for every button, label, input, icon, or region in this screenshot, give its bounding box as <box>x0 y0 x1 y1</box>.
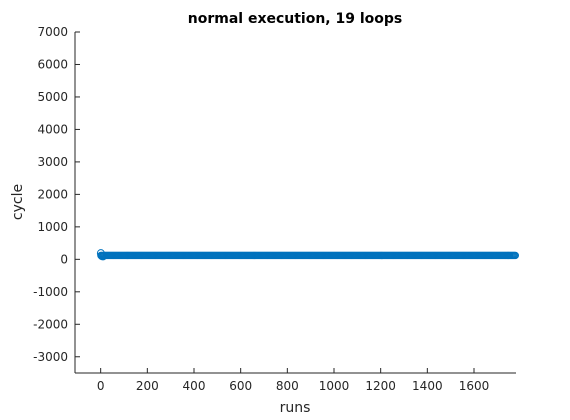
y-tick-label: -2000 <box>33 317 68 331</box>
y-axis-label: cycle <box>10 184 26 220</box>
data-point <box>99 252 107 261</box>
x-axis-label: runs <box>280 400 311 416</box>
y-tick-label: -1000 <box>33 285 68 299</box>
x-axis: 0 200 400 600 800 1000 1200 1400 1600 <box>75 368 516 393</box>
chart-title: normal execution, 19 loops <box>188 11 403 27</box>
x-tick-label: 400 <box>183 379 206 393</box>
y-tick-label: 7000 <box>37 25 68 39</box>
y-tick-label: 2000 <box>37 187 68 201</box>
x-tick-label: 600 <box>229 379 252 393</box>
x-tick-label: 200 <box>136 379 159 393</box>
y-tick-label: 0 <box>60 252 68 266</box>
y-tick-label: 6000 <box>37 57 68 71</box>
x-tick-label: 0 <box>97 379 105 393</box>
x-tick-label: 1400 <box>412 379 443 393</box>
y-tick-label: 1000 <box>37 220 68 234</box>
y-tick-label: 3000 <box>37 155 68 169</box>
x-tick-label: 1200 <box>365 379 396 393</box>
x-tick-label: 1000 <box>319 379 350 393</box>
y-tick-label: 4000 <box>37 122 68 136</box>
data-points <box>96 249 519 261</box>
y-tick-label: -3000 <box>33 350 68 364</box>
y-tick-label: 5000 <box>37 90 68 104</box>
x-tick-label: 1600 <box>459 379 490 393</box>
data-point <box>511 251 519 260</box>
y-axis: -3000 -2000 -1000 0 1000 2000 3000 4000 5000 6000… <box>33 25 80 373</box>
x-tick-label: 800 <box>276 379 299 393</box>
